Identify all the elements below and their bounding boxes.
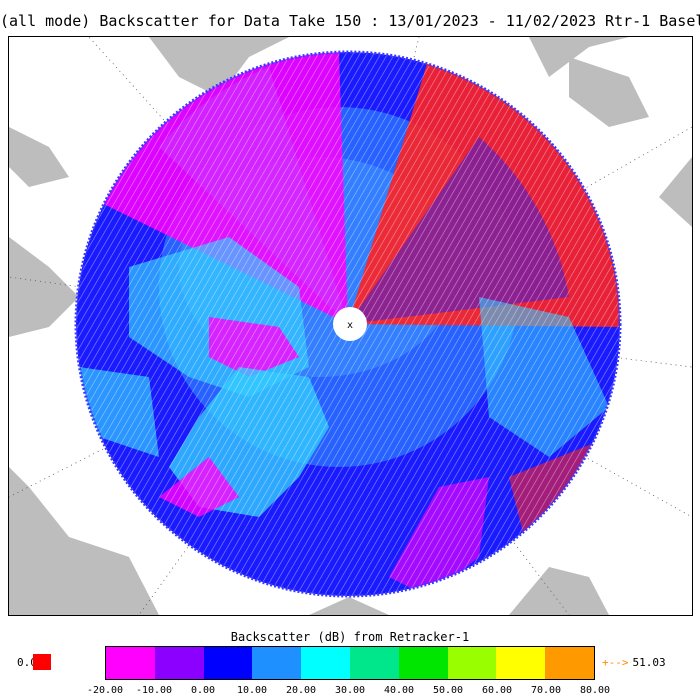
below-range-swatch [32, 654, 51, 670]
below-range-value: 0.0 [17, 655, 37, 669]
below-range-indicator: 0.0 [17, 654, 51, 670]
colorbar [105, 646, 595, 680]
pole-marker: x [347, 320, 353, 331]
colorbar-segment [398, 647, 448, 679]
colorbar-segment [106, 647, 155, 679]
colorbar-tick-label: 50.00 [432, 685, 464, 696]
colorbar-tick-label: -10.00 [135, 685, 173, 696]
colorbar-segment [349, 647, 399, 679]
colorbar-segment [301, 647, 350, 679]
map-title: (all mode) Backscatter for Data Take 150… [0, 12, 700, 30]
colorbar-tick-label: 10.00 [236, 685, 268, 696]
colorbar-segment [496, 647, 546, 679]
colorbar-segment [203, 647, 253, 679]
pole-hole [333, 307, 367, 341]
above-range-indicator: +--> 51.03 [602, 654, 666, 670]
colorbar-segment [154, 647, 204, 679]
polar-map: x [8, 36, 693, 616]
colorbar-tick-label: 60.00 [481, 685, 513, 696]
colorbar-segment [545, 647, 594, 679]
legend-title: Backscatter (dB) from Retracker-1 [230, 630, 470, 644]
colorbar-tick-label: 0.00 [190, 685, 216, 696]
colorbar-segment [447, 647, 497, 679]
colorbar-segment [252, 647, 302, 679]
colorbar-tick-label: 70.00 [530, 685, 562, 696]
colorbar-tick-label: 40.00 [383, 685, 415, 696]
colorbar-tick-label: 20.00 [285, 685, 317, 696]
colorbar-tick-label: -20.00 [86, 685, 124, 696]
above-range-value: 51.03 [632, 655, 666, 669]
above-range-arrow-icon: +--> [602, 655, 629, 669]
colorbar-tick-label: 80.00 [579, 685, 611, 696]
colorbar-tick-label: 30.00 [334, 685, 366, 696]
